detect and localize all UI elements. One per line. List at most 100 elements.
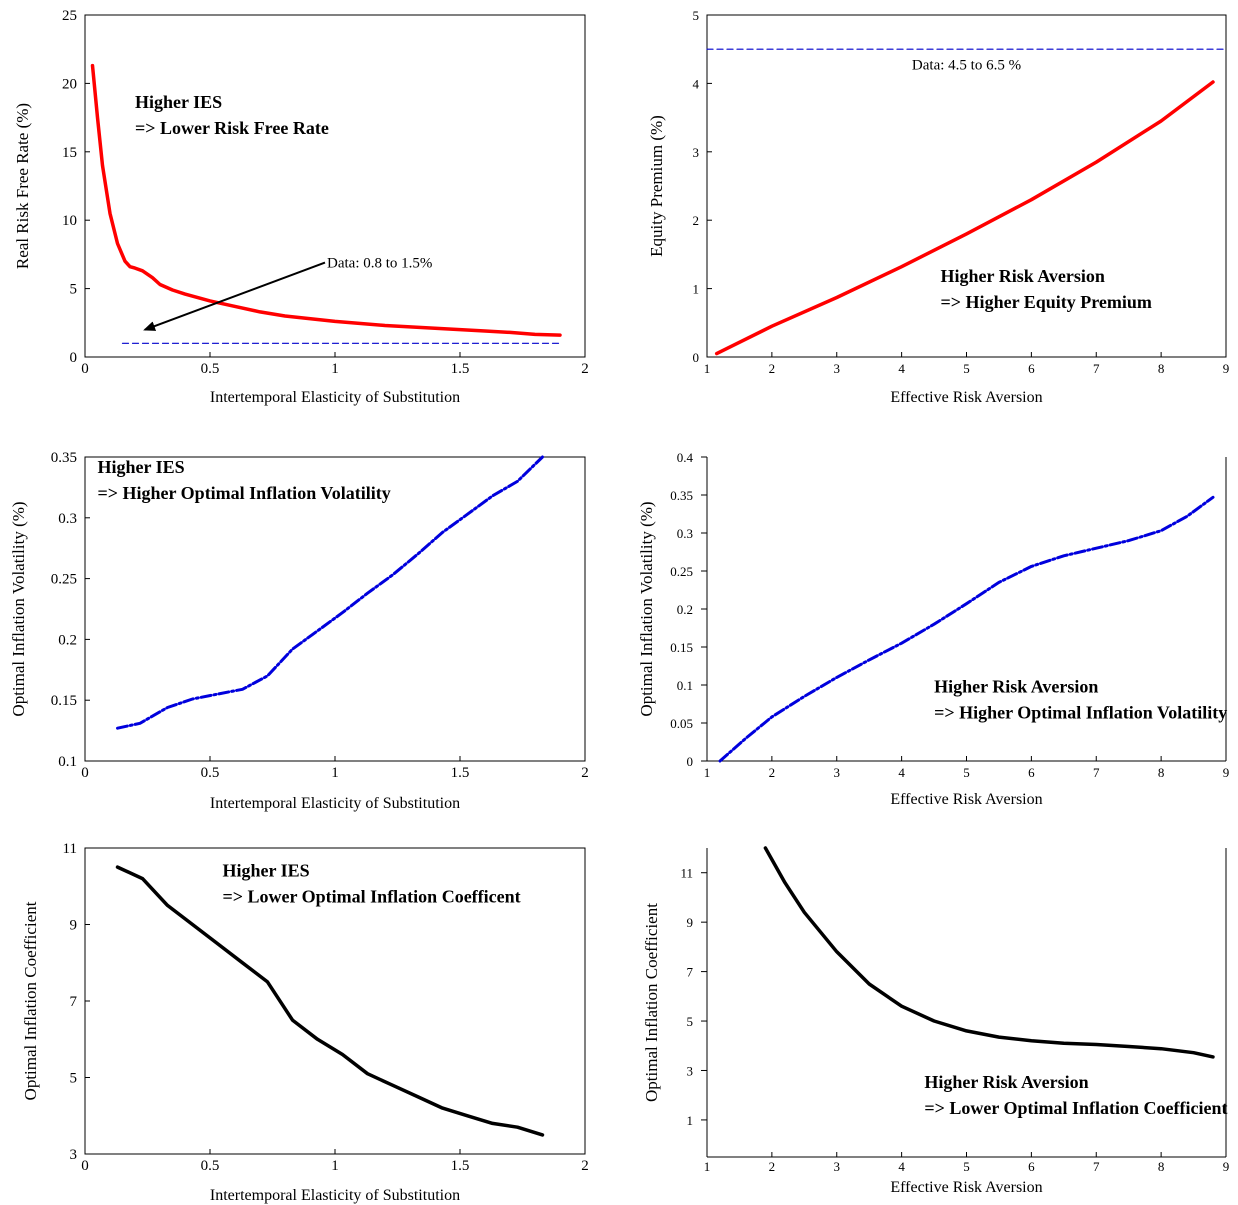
y-tick-label: 0.3 [677,526,693,541]
y-tick-label: 3 [70,1147,78,1163]
x-axis-title: Intertemporal Elasticity of Substitution [210,1187,460,1204]
y-tick-label: 5 [70,1071,78,1087]
annotation-text: Higher IES => Lower Risk Free Rate [135,92,329,138]
y-tick-label: 10 [62,213,77,229]
x-tick-label: 1 [331,765,339,781]
reference-label: Data: 4.5 to 6.5 % [912,58,1021,74]
y-tick-label: 9 [70,918,78,934]
y-tick-label: 0.35 [670,488,693,503]
annotation-text: Higher Risk Aversion => Higher Optimal In… [934,677,1227,723]
y-tick-label: 5 [687,1014,694,1029]
y-tick-label: 1 [687,1113,694,1128]
annotation-line: Higher Risk Aversion [934,677,1098,697]
y-tick-label: 1 [693,282,700,297]
x-tick-label: 2 [581,1158,589,1174]
chart-panel-4: 1 2 3 4 5 6 7 8 9 0 0.05 0.1 0.15 0.2 0.25 0.3 0.35 0.4 Ef… [637,450,1229,808]
annotation-text: Higher Risk Aversion => Higher Equity Pre… [941,266,1152,312]
x-tick-label: 8 [1158,361,1165,376]
x-tick-label: 7 [1093,765,1100,780]
x-tick-label: 6 [1028,765,1035,780]
y-tick-label: 9 [687,915,694,930]
x-tick-label: 0 [81,765,89,781]
y-axis-title: Optimal Inflation Volatility (%) [9,501,28,716]
y-axis-title: Optimal Inflation Coefficient [21,901,40,1100]
y-axis-title: Optimal Inflation Volatility (%) [637,501,656,716]
x-tick-label: 1.5 [451,765,470,781]
x-tick-label: 0 [81,361,89,377]
x-tick-label: 4 [898,765,905,780]
y-tick-label: 7 [70,994,78,1010]
x-tick-label: 7 [1093,361,1100,376]
y-tick-label: 0.05 [670,716,693,731]
y-tick-label: 15 [62,145,77,161]
series-line-1 [115,865,545,1137]
y-axis-title: Equity Premium (%) [647,115,666,257]
series-line-1 [718,495,1215,763]
series-line-1 [763,846,1215,1059]
x-tick-label: 2 [769,361,776,376]
x-tick-label: 0 [81,1158,89,1174]
x-tick-label: 2 [769,765,776,780]
x-axis-title: Effective Risk Aversion [890,389,1042,406]
x-tick-label: 5 [963,361,970,376]
x-tick-label: 4 [898,1159,905,1174]
y-tick-label: 0.4 [677,450,694,465]
x-tick-label: 9 [1223,765,1230,780]
annotation-line: Higher Risk Aversion [941,266,1105,286]
chart-panel-6: 1 2 3 4 5 6 7 8 9 1 3 5 7 9 11 Effective Risk Aversion O… [642,846,1229,1196]
x-tick-label: 0.5 [201,361,220,377]
x-tick-label: 3 [834,765,841,780]
y-tick-label: 0 [70,350,78,366]
y-tick-label: 0.2 [58,632,77,648]
y-tick-label: 0 [687,754,694,769]
x-tick-label: 4 [898,361,905,376]
series-line-1 [116,455,544,730]
annotation-line: Higher Risk Aversion [924,1072,1088,1092]
y-tick-label: 11 [680,866,693,881]
annotation-line: => Higher Optimal Inflation Volatility [934,703,1227,723]
chart-panel-5: 0 0.5 1 1.5 2 3 5 7 9 11 Intertemporal Elasticity … [21,841,589,1204]
x-tick-label: 1 [331,361,339,377]
x-tick-label: 1 [704,361,711,376]
chart-panel-3: 0 0.5 1 1.5 2 0.1 0.15 0.2 0.25 0.3 0.35 Intertempo… [9,450,589,812]
y-tick-label: 5 [693,8,700,23]
y-tick-label: 3 [693,145,700,160]
annotation-text: Higher IES => Higher Optimal Inflation Vo… [98,457,391,503]
y-tick-label: 0.15 [670,640,693,655]
x-tick-label: 5 [963,1159,970,1174]
y-tick-label: 2 [693,213,700,228]
x-tick-label: 6 [1028,1159,1035,1174]
annotation-text: Higher IES => Lower Optimal Inflation Coe… [223,861,521,907]
y-tick-label: 0.1 [677,678,693,693]
arrow-label: Data: 0.8 to 1.5% [327,256,432,272]
x-tick-label: 8 [1158,765,1165,780]
x-tick-label: 2 [581,765,589,781]
x-tick-label: 5 [963,765,970,780]
x-tick-label: 1 [331,1158,339,1174]
annotation-line: => Higher Optimal Inflation Volatility [98,483,391,503]
y-tick-label: 4 [693,76,700,91]
x-tick-label: 1 [704,1159,711,1174]
x-tick-label: 2 [769,1159,776,1174]
x-axis-title: Effective Risk Aversion [890,1179,1042,1196]
data-arrow [143,261,326,331]
y-tick-label: 0.15 [51,693,77,709]
x-tick-label: 0.5 [201,765,220,781]
y-tick-label: 0.1 [58,754,77,770]
annotation-line: => Lower Risk Free Rate [135,118,329,138]
annotation-line: Higher IES [135,92,222,112]
x-tick-label: 2 [581,361,589,377]
x-axis-title: Intertemporal Elasticity of Substitution [210,795,460,812]
annotation-text: Higher Risk Aversion => Lower Optimal Inf… [924,1072,1227,1118]
y-tick-label: 20 [62,76,77,92]
x-tick-label: 1.5 [451,361,470,377]
annotation-line: Higher IES [98,457,185,477]
x-axis-title: Intertemporal Elasticity of Substitution [210,389,460,406]
x-tick-label: 0.5 [201,1158,220,1174]
y-tick-label: 5 [70,282,78,298]
series-line-1 [714,80,1215,356]
x-tick-label: 9 [1223,361,1230,376]
